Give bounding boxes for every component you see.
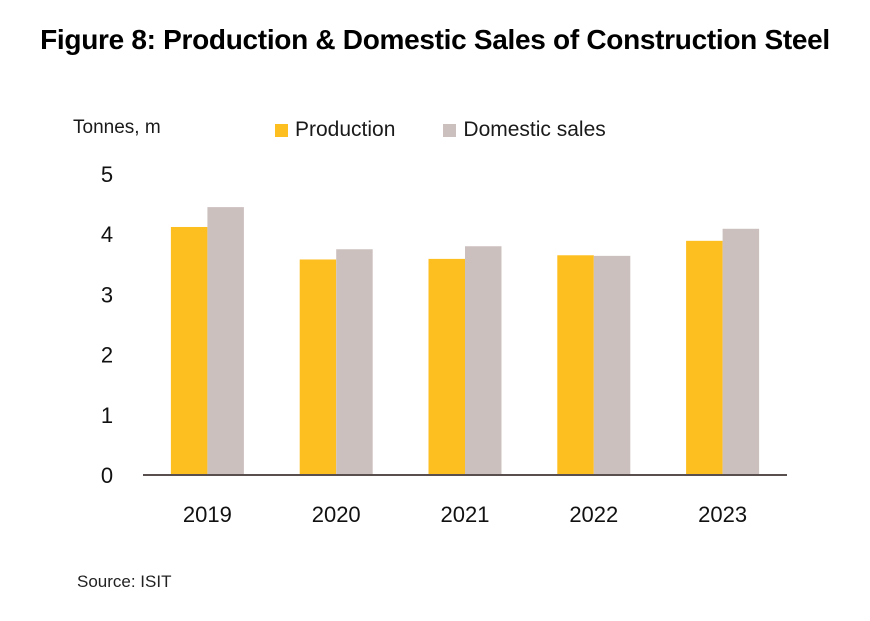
chart-title: Figure 8: Production & Domestic Sales of… xyxy=(40,24,830,55)
legend-swatch-production xyxy=(275,123,288,137)
legend-swatch-domestic-sales xyxy=(443,123,457,137)
x-tick-label: 2019 xyxy=(183,502,232,527)
bar-domestic-sales-2021 xyxy=(465,246,502,475)
x-tick-label: 2021 xyxy=(441,502,490,527)
bar-domestic-sales-2023 xyxy=(722,228,760,475)
y-tick-label: 4 xyxy=(101,222,113,247)
y-tick-label: 0 xyxy=(101,463,113,488)
y-tick-label: 1 xyxy=(101,403,113,428)
bar-domestic-sales-2022 xyxy=(593,255,631,475)
x-tick-label: 2023 xyxy=(698,502,747,527)
x-tick-label: 2022 xyxy=(569,502,618,527)
bar-domestic-sales-2020 xyxy=(336,249,373,475)
y-axis-unit-label: Tonnes, m xyxy=(73,117,161,138)
bar-production-2021 xyxy=(428,258,465,475)
x-tick-label: 2020 xyxy=(312,502,361,527)
bar-production-2023 xyxy=(686,240,723,475)
bar-production-2020 xyxy=(299,259,337,475)
source-note: Source: ISIT xyxy=(77,572,172,591)
legend-label-production: Production xyxy=(295,118,396,141)
bar-production-2019 xyxy=(170,226,208,475)
legend: Production Domestic sales xyxy=(275,118,654,142)
bar-production-2022 xyxy=(557,255,594,475)
bar-domestic-sales-2019 xyxy=(207,207,244,476)
y-tick-label: 2 xyxy=(101,343,113,368)
legend-label-domestic-sales: Domestic sales xyxy=(463,118,606,141)
legend-item-domestic-sales: Domestic sales xyxy=(443,118,606,142)
legend-item-production: Production xyxy=(275,118,395,142)
y-tick-label: 5 xyxy=(101,162,113,187)
y-tick-label: 3 xyxy=(101,282,113,307)
